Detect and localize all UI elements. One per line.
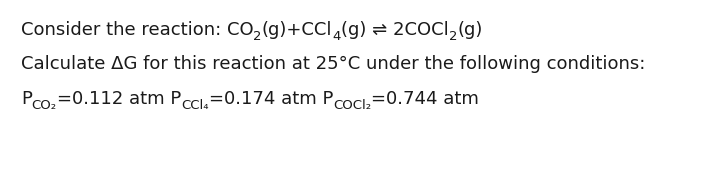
Text: (g)+CCl: (g)+CCl [262,21,333,39]
Text: Calculate ΔG for this reaction at 25°C under the following conditions:: Calculate ΔG for this reaction at 25°C u… [21,55,645,74]
Text: CCl₄: CCl₄ [181,99,209,112]
Text: 2: 2 [449,30,457,43]
Text: COCl₂: COCl₂ [333,99,371,112]
Text: CO₂: CO₂ [32,99,57,112]
Text: (g) ⇌ 2COCl: (g) ⇌ 2COCl [341,21,449,39]
Text: 2: 2 [253,30,262,43]
Text: =0.174 atm P: =0.174 atm P [209,90,333,108]
Text: 4: 4 [333,30,341,43]
Text: P: P [21,90,32,108]
Text: Consider the reaction: CO: Consider the reaction: CO [21,21,253,39]
Text: =0.744 atm: =0.744 atm [371,90,479,108]
Text: =0.112 atm P: =0.112 atm P [57,90,181,108]
Text: (g): (g) [457,21,482,39]
